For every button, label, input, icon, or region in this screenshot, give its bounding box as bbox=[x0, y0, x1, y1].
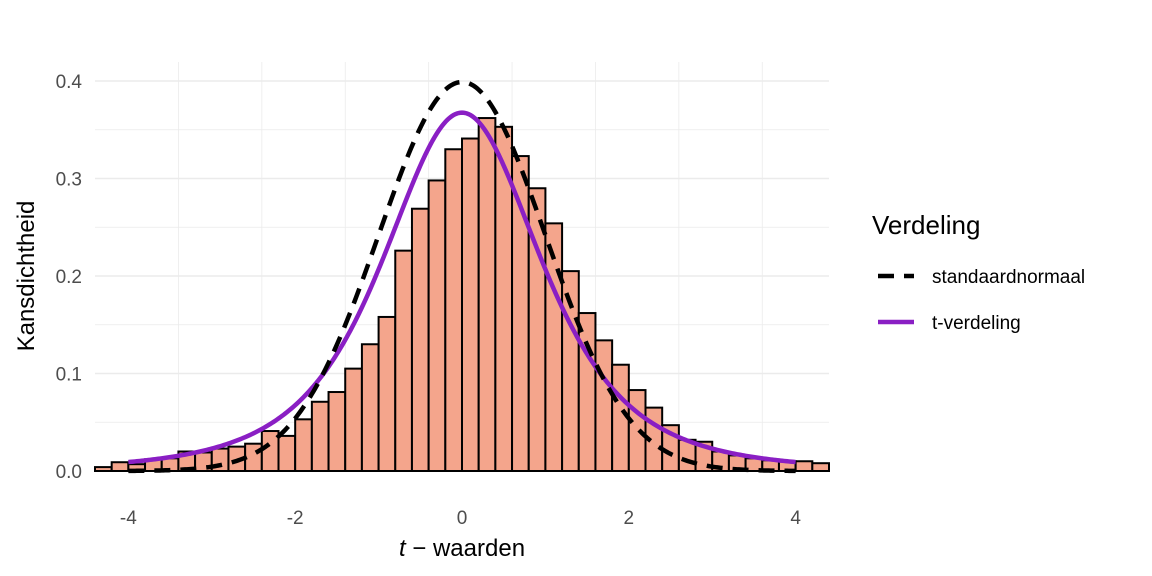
y-tick-label: 0.0 bbox=[56, 462, 82, 483]
histogram-bar bbox=[394, 249, 413, 472]
x-axis-title-italic: t bbox=[399, 535, 407, 562]
y-axis-ticks: 0.0 0.1 0.2 0.3 0.4 bbox=[56, 72, 83, 483]
histogram-bar bbox=[427, 179, 447, 472]
histogram-bar bbox=[360, 343, 380, 472]
histogram-bar bbox=[794, 460, 814, 472]
y-tick-label: 0.1 bbox=[56, 365, 82, 386]
histogram-bar bbox=[110, 461, 130, 473]
y-axis-title: Kansdichtheid bbox=[13, 201, 40, 352]
histogram-bar bbox=[577, 312, 597, 472]
histogram-bar bbox=[344, 367, 363, 472]
histogram-bar bbox=[377, 315, 397, 473]
histogram-bar bbox=[811, 462, 830, 473]
x-axis-title-rest: − waarden bbox=[406, 535, 525, 562]
histogram-bar bbox=[627, 389, 647, 473]
x-tick-label: 4 bbox=[790, 508, 801, 529]
x-axis-ticks: -4 -2 0 2 4 bbox=[120, 508, 801, 529]
histogram-bar bbox=[260, 430, 280, 472]
histogram-bar bbox=[444, 148, 463, 472]
x-tick-label: -2 bbox=[287, 508, 304, 529]
x-tick-label: -4 bbox=[120, 508, 137, 529]
x-tick-label: 0 bbox=[457, 508, 468, 529]
histogram-bar bbox=[477, 117, 497, 473]
curve-standaardnormaal bbox=[128, 79, 796, 474]
histogram-bar bbox=[310, 400, 330, 472]
histogram-bar bbox=[327, 391, 347, 472]
histogram-bar bbox=[94, 466, 113, 473]
histogram-bar bbox=[277, 434, 297, 472]
legend-label-t-verdeling: t-verdeling bbox=[932, 313, 1021, 334]
x-tick-label: 2 bbox=[624, 508, 635, 529]
histogram-bar bbox=[410, 207, 430, 472]
legend-title: Verdeling bbox=[872, 210, 980, 240]
curve-t-verdeling bbox=[128, 110, 796, 465]
density-curves bbox=[128, 79, 796, 474]
histogram-bar bbox=[461, 137, 480, 472]
histogram-bars bbox=[94, 117, 830, 473]
x-axis-title: t − waarden bbox=[399, 535, 525, 562]
y-tick-label: 0.4 bbox=[56, 72, 83, 93]
histogram-bar bbox=[294, 418, 313, 473]
legend: Verdeling standaardnormaal t-verdeling bbox=[872, 210, 1085, 334]
y-tick-label: 0.3 bbox=[56, 170, 82, 191]
histogram-bar bbox=[594, 339, 614, 472]
histogram-bar bbox=[244, 442, 263, 473]
legend-label-standaardnormaal: standaardnormaal bbox=[932, 267, 1085, 288]
histogram-bar bbox=[544, 222, 564, 472]
y-tick-label: 0.2 bbox=[56, 267, 82, 288]
